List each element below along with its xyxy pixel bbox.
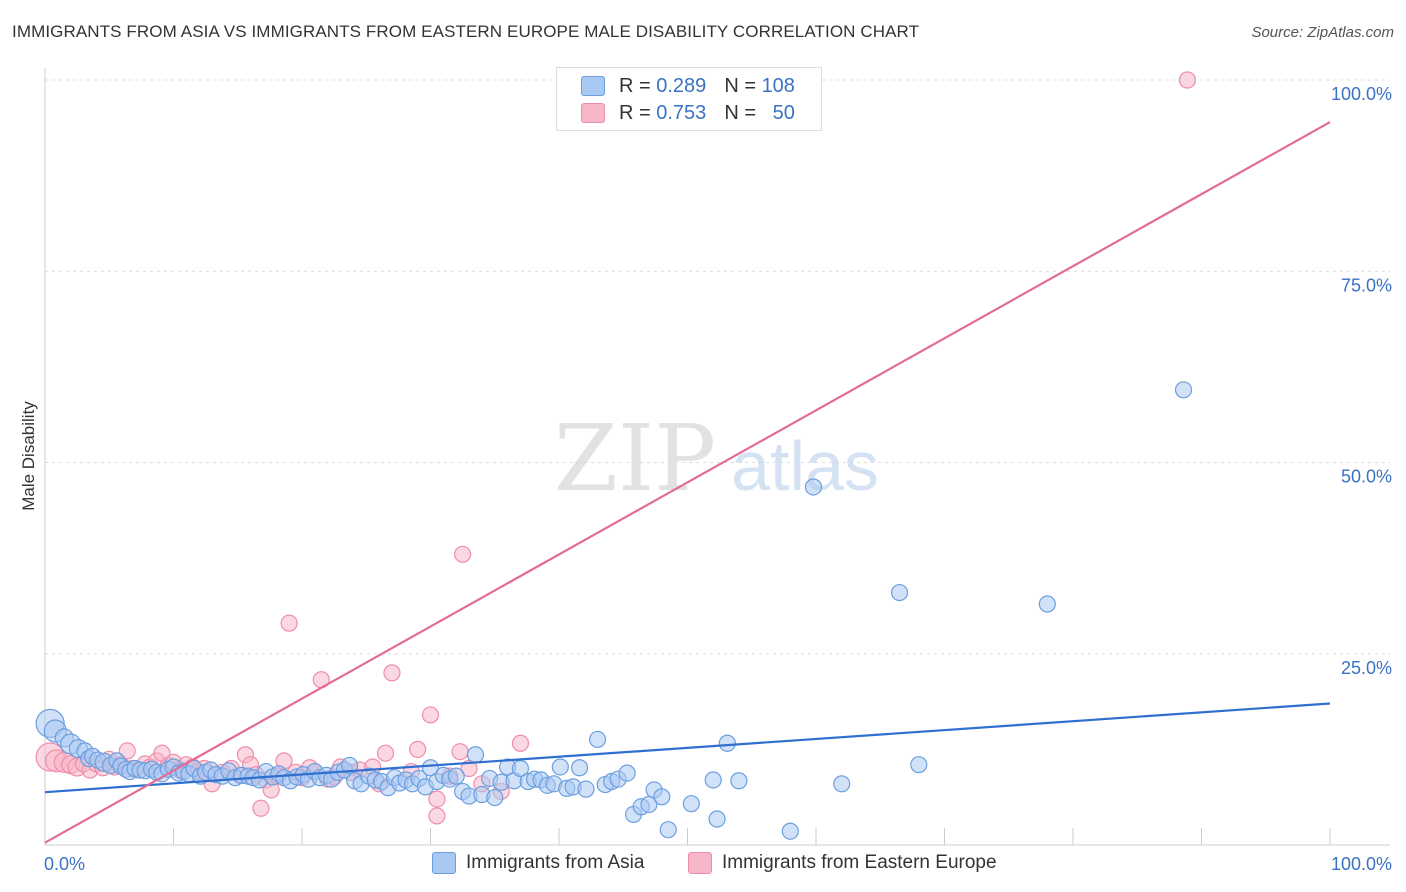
- point-asia: [466, 746, 485, 764]
- point-eastern-europe: [511, 734, 530, 752]
- legend-row-asia: R = 0.289 N = 108: [581, 74, 795, 98]
- point-asia: [718, 734, 736, 752]
- watermark-atlas: atlas: [731, 427, 879, 505]
- point-eastern-europe: [454, 545, 472, 563]
- point-eastern-europe: [451, 743, 469, 761]
- point-asia: [511, 759, 530, 778]
- y-tick-label: 100.0%: [1331, 84, 1392, 104]
- chart-title: IMMIGRANTS FROM ASIA VS IMMIGRANTS FROM …: [12, 22, 920, 41]
- point-asia: [730, 772, 748, 790]
- bottom-legend-swatch-asia: [432, 852, 456, 874]
- bottom-legend-label-eastern-europe: Immigrants from Eastern Europe: [722, 852, 997, 873]
- x-tick-label: 0.0%: [44, 854, 85, 874]
- bottom-legend-label-asia: Immigrants from Asia: [466, 852, 645, 873]
- point-asia: [570, 759, 589, 777]
- point-asia: [781, 822, 799, 840]
- point-asia: [1174, 381, 1193, 399]
- legend-swatch-eastern-europe: [581, 103, 605, 123]
- point-asia: [704, 771, 722, 789]
- y-tick-label: 50.0%: [1341, 467, 1392, 487]
- trend-lines: [44, 121, 1331, 844]
- point-asia: [653, 788, 671, 806]
- legend-n-value-eastern-europe: 50: [772, 101, 795, 124]
- point-asia: [682, 795, 700, 813]
- point-asia: [1038, 595, 1056, 613]
- trend-line-asia: [44, 702, 1331, 794]
- point-asia: [421, 759, 440, 777]
- legend-box: R = 0.289 N = 108 R = 0.753 N = 50: [556, 67, 822, 131]
- y-tick-label: 25.0%: [1341, 658, 1392, 678]
- y-tick-label: 75.0%: [1341, 275, 1392, 295]
- legend-n-label: N =: [724, 74, 756, 97]
- point-eastern-europe: [376, 744, 395, 762]
- legend-r-label: R =: [619, 101, 651, 124]
- legend-swatch-asia: [581, 76, 605, 96]
- point-asia: [804, 478, 823, 496]
- point-eastern-europe: [428, 790, 446, 808]
- point-eastern-europe: [118, 742, 136, 760]
- grid-lines: [45, 79, 1390, 655]
- point-asia: [588, 730, 607, 749]
- point-eastern-europe: [421, 706, 440, 724]
- point-asia: [618, 764, 636, 782]
- point-asia: [340, 756, 359, 775]
- bottom-legend-asia: Immigrants from Asia: [432, 852, 644, 874]
- point-asia: [659, 821, 677, 839]
- point-asia: [551, 758, 569, 776]
- point-eastern-europe: [409, 740, 427, 758]
- watermark: ZIP atlas: [554, 405, 879, 512]
- point-eastern-europe: [1178, 71, 1196, 89]
- point-eastern-europe: [383, 664, 401, 682]
- y-axis-label: Male Disability: [19, 401, 38, 511]
- point-asia: [447, 767, 465, 785]
- bottom-legend-swatch-eastern-europe: [688, 852, 712, 874]
- legend-r-label: R =: [619, 74, 651, 97]
- point-asia: [890, 583, 909, 602]
- bottom-legend-eastern-europe: Immigrants from Eastern Europe: [688, 852, 997, 874]
- point-asia: [486, 788, 504, 807]
- legend-r-value-eastern-europe: 0.753: [656, 101, 707, 124]
- x-tick-label: 100.0%: [1331, 854, 1392, 874]
- series-asia-points: [35, 381, 1193, 840]
- point-eastern-europe: [280, 614, 298, 632]
- point-eastern-europe: [428, 807, 446, 825]
- legend-n-value-asia: 108: [761, 74, 795, 97]
- trend-line-eastern-europe: [44, 121, 1331, 844]
- watermark-zip: ZIP: [554, 405, 716, 512]
- legend-n-label: N =: [724, 101, 756, 124]
- point-asia: [833, 775, 851, 793]
- source-label: Source: ZipAtlas.com: [1251, 24, 1394, 41]
- point-asia: [910, 756, 928, 774]
- point-eastern-europe: [460, 759, 478, 778]
- point-asia: [577, 780, 595, 798]
- point-asia: [708, 810, 726, 828]
- tick-labels: 25.0% 50.0% 75.0% 100.0% 0.0% 100.0%: [44, 84, 1392, 874]
- point-eastern-europe: [252, 799, 270, 817]
- legend-r-value-asia: 0.289: [656, 74, 707, 97]
- legend-row-eastern-europe: R = 0.753 N = 50: [581, 101, 795, 125]
